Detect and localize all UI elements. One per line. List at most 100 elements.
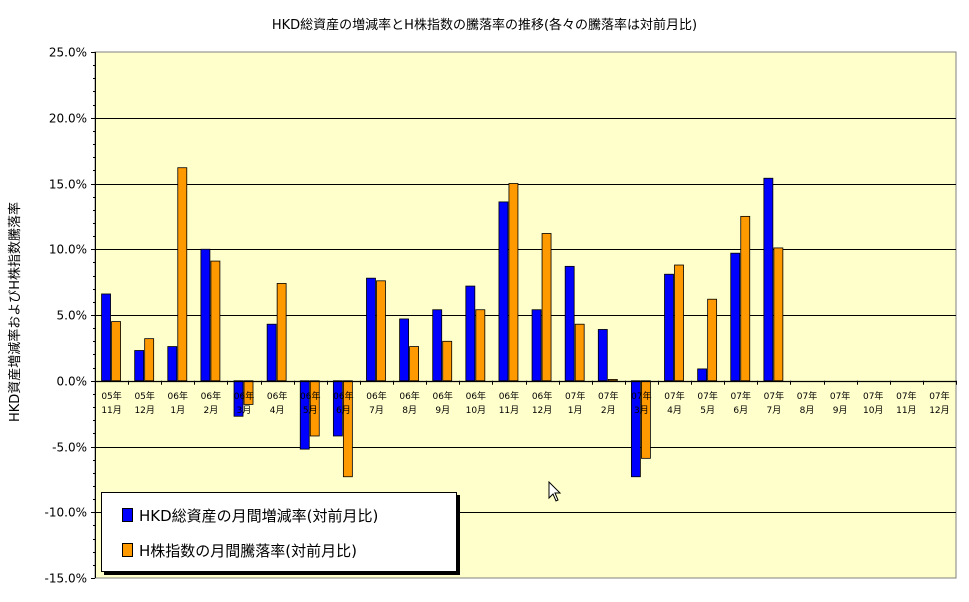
x-tick-label-year: 06年 bbox=[366, 390, 386, 402]
x-tick-label-month: 8月 bbox=[402, 405, 417, 416]
x-tick-label-month: 7月 bbox=[766, 405, 781, 416]
x-tick-label-year: 05年 bbox=[134, 390, 154, 402]
bar-hkd-16 bbox=[597, 329, 608, 382]
x-tick-label-year: 06年 bbox=[532, 390, 552, 402]
x-tick-label-month: 11月 bbox=[896, 405, 916, 416]
bar-hshare-18 bbox=[674, 264, 684, 382]
bar-hshare-4 bbox=[210, 260, 221, 382]
bar-hshare-13 bbox=[508, 183, 519, 382]
x-tick-label-month: 8月 bbox=[800, 405, 815, 416]
bar-hkd-19 bbox=[697, 368, 708, 382]
x-tick-label-year: 06年 bbox=[432, 390, 452, 402]
x-tick-label-year: 06年 bbox=[168, 390, 188, 402]
x-tick-label-month: 12月 bbox=[134, 405, 154, 416]
x-tick-label-month: 1月 bbox=[170, 405, 185, 416]
x-tick-label-year: 07年 bbox=[797, 390, 817, 402]
bar-hkd-3 bbox=[167, 346, 178, 382]
x-tick-label-year: 06年 bbox=[300, 390, 320, 402]
x-tick-label-month: 9月 bbox=[833, 405, 848, 416]
y-tick-label: 15.0% bbox=[49, 178, 87, 192]
x-tick-label-month: 1月 bbox=[568, 405, 583, 416]
x-tick-label-month: 5月 bbox=[303, 405, 318, 416]
bar-hkd-15 bbox=[564, 265, 575, 382]
bar-hkd-13 bbox=[498, 201, 509, 382]
bar-hkd-8 bbox=[332, 380, 343, 437]
bar-hkd-10 bbox=[399, 318, 409, 382]
bar-hkd-21 bbox=[763, 177, 774, 382]
bar-hshare-8 bbox=[342, 380, 353, 478]
bar-hkd-6 bbox=[266, 323, 277, 382]
y-tick-label: 10.0% bbox=[49, 243, 87, 257]
bar-hkd-11 bbox=[432, 309, 443, 382]
bar-hkd-14 bbox=[531, 309, 542, 382]
x-tick-label-month: 11月 bbox=[499, 405, 519, 416]
bar-hkd-2 bbox=[134, 350, 145, 382]
x-tick-label-year: 06年 bbox=[499, 390, 519, 402]
bar-hkd-17 bbox=[631, 380, 641, 478]
y-tick-label: -5.0% bbox=[52, 441, 87, 455]
x-tick-label-month: 10月 bbox=[863, 405, 883, 416]
bar-hkd-9 bbox=[366, 277, 376, 382]
x-tick-label-year: 07年 bbox=[896, 390, 916, 402]
x-tick-label-year: 07年 bbox=[764, 390, 784, 402]
chart-title: HKD総資産の増減率とH株指数の騰落率の推移(各々の騰落率は対前月比) bbox=[271, 18, 698, 33]
x-tick-label-year: 06年 bbox=[466, 390, 486, 402]
bar-hkd-1 bbox=[101, 293, 111, 382]
x-tick-label-month: 3月 bbox=[634, 405, 649, 416]
x-tick-label-month: 12月 bbox=[929, 405, 949, 416]
y-tick-label: -15.0% bbox=[45, 572, 87, 586]
x-tick-label-month: 12月 bbox=[532, 405, 552, 416]
bar-hkd-12 bbox=[465, 285, 476, 382]
legend-swatch-hkd bbox=[122, 508, 133, 522]
bar-hkd-5 bbox=[233, 380, 244, 417]
x-tick-label-month: 10月 bbox=[466, 405, 486, 416]
bar-hshare-7 bbox=[309, 380, 320, 437]
x-tick-label-year: 06年 bbox=[201, 390, 221, 402]
bar-hkd-20 bbox=[730, 252, 741, 382]
x-tick-label-month: 5月 bbox=[700, 405, 715, 416]
x-tick-label-month: 7月 bbox=[369, 405, 384, 416]
bar-hkd-18 bbox=[664, 273, 674, 382]
bar-hshare-19 bbox=[707, 298, 718, 382]
y-tick-label: 5.0% bbox=[57, 309, 88, 323]
legend-label-hshare: H株指数の月間騰落率(対前月比) bbox=[139, 541, 357, 560]
x-tick-label-year: 07年 bbox=[598, 390, 618, 402]
legend-item-hkd: HKD総資産の月間増減率(対前月比) bbox=[122, 504, 378, 526]
y-tick-label: 25.0% bbox=[49, 46, 87, 60]
bar-hshare-6 bbox=[276, 283, 287, 382]
bar-hkd-7 bbox=[299, 380, 310, 450]
x-tick-label-month: 2月 bbox=[204, 405, 219, 416]
legend-swatch-hshare bbox=[122, 543, 133, 557]
bar-hshare-10 bbox=[409, 346, 419, 382]
x-tick-label-year: 07年 bbox=[631, 390, 651, 402]
x-tick-label-year: 07年 bbox=[929, 390, 949, 402]
x-tick-label-month: 3月 bbox=[237, 405, 252, 416]
bar-hshare-17 bbox=[641, 380, 651, 459]
bar-hshare-15 bbox=[574, 323, 585, 382]
x-tick-label-year: 07年 bbox=[731, 390, 751, 402]
legend: HKD総資産の月間増減率(対前月比) H株指数の月間騰落率(対前月比) bbox=[101, 492, 457, 572]
bar-hshare-1 bbox=[111, 321, 121, 382]
x-tick-label-month: 11月 bbox=[101, 405, 121, 416]
bar-hshare-3 bbox=[177, 167, 188, 382]
x-tick-label-year: 07年 bbox=[565, 390, 585, 402]
x-tick-label-month: 6月 bbox=[733, 405, 748, 416]
bar-hshare-9 bbox=[376, 280, 386, 382]
x-tick-label-month: 4月 bbox=[270, 405, 285, 416]
x-tick-label-year: 05年 bbox=[101, 390, 121, 402]
x-tick-label-year: 07年 bbox=[863, 390, 883, 402]
x-tick-label-year: 06年 bbox=[267, 390, 287, 402]
x-tick-label-year: 07年 bbox=[830, 390, 850, 402]
bar-hshare-16 bbox=[607, 379, 618, 382]
x-tick-label-year: 06年 bbox=[234, 390, 254, 402]
legend-label-hkd: HKD総資産の月間増減率(対前月比) bbox=[139, 506, 379, 525]
x-tick-label-year: 07年 bbox=[697, 390, 717, 402]
y-tick-label: -10.0% bbox=[45, 506, 87, 520]
x-tick-label-month: 2月 bbox=[601, 405, 616, 416]
x-tick-label-year: 06年 bbox=[399, 390, 419, 402]
bar-hshare-14 bbox=[541, 233, 552, 382]
mouse-cursor-icon bbox=[548, 481, 562, 502]
bar-hshare-11 bbox=[442, 340, 453, 382]
x-tick-label-month: 6月 bbox=[336, 405, 351, 416]
